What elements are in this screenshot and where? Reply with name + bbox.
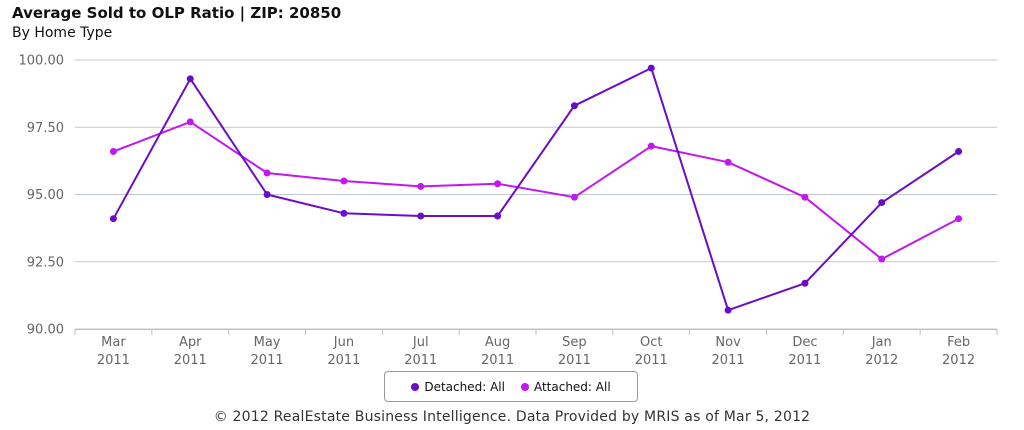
x-tick-label-month: Feb: [947, 335, 970, 350]
x-tick-label-year: 2011: [174, 353, 207, 368]
x-tick-label-month: Nov: [715, 335, 741, 350]
data-point-detached[interactable]: [878, 199, 886, 207]
x-tick-label-month: Apr: [179, 335, 202, 350]
series-line-detached: [112, 67, 960, 312]
y-tick-label: 90.00: [27, 323, 64, 338]
grid-lines: [75, 59, 997, 330]
x-tick-label-month: Dec: [792, 335, 817, 350]
data-point-attached[interactable]: [186, 118, 194, 126]
data-point-attached[interactable]: [955, 215, 963, 223]
x-tick-label-month: Jan: [871, 335, 892, 350]
x-tick-label-year: 2011: [327, 353, 360, 368]
x-tick-label-month: Jul: [412, 335, 429, 350]
copyright-footer: © 2012 RealEstate Business Intelligence.…: [213, 409, 811, 425]
legend-marker-attached: [520, 382, 529, 391]
series-line-attached: [113, 120, 960, 261]
data-point-detached[interactable]: [955, 147, 963, 155]
data-point-attached[interactable]: [417, 182, 425, 190]
data-point-detached[interactable]: [570, 102, 578, 110]
y-tick-label: 97.50: [27, 121, 64, 136]
data-point-attached[interactable]: [570, 193, 578, 201]
legend-item-detached[interactable]: Detached: All: [411, 380, 505, 394]
x-tick-label-year: 2011: [404, 353, 437, 368]
data-point-attached[interactable]: [724, 158, 732, 166]
legend-label-detached: Detached: All: [424, 379, 505, 394]
data-point-detached[interactable]: [494, 212, 502, 220]
x-tick-label-month: Aug: [485, 335, 510, 350]
x-tick-label-year: 2011: [251, 353, 284, 368]
y-tick-label: 92.50: [27, 255, 64, 270]
x-tick-label-month: Sep: [562, 335, 587, 350]
data-point-attached[interactable]: [109, 147, 117, 155]
chart-title: Average Sold to OLP Ratio | ZIP: 20850: [12, 4, 342, 22]
x-tick-label-month: Oct: [640, 335, 662, 350]
data-point-attached[interactable]: [647, 142, 655, 150]
x-tick-label-year: 2011: [712, 353, 745, 368]
data-point-detached[interactable]: [417, 212, 425, 220]
x-tick-label-year: 2011: [97, 353, 130, 368]
x-axis-ticks: Mar 2011 Apr 2011 May 2011 Jun 2011 Jul 2011 Aug 20…: [97, 335, 975, 368]
data-point-detached[interactable]: [186, 75, 194, 83]
data-point-detached[interactable]: [109, 215, 117, 223]
x-tick-label-year: 2011: [635, 353, 668, 368]
data-point-attached[interactable]: [801, 193, 809, 201]
y-axis-ticks: 90.00 92.50 95.00 97.50 100.00: [19, 54, 65, 338]
x-tick-label-year: 2011: [788, 353, 821, 368]
x-tick-label-month: Mar: [101, 335, 126, 350]
data-point-attached[interactable]: [263, 169, 271, 177]
y-tick-label: 95.00: [27, 188, 64, 203]
legend-item-attached[interactable]: Attached: All: [520, 379, 611, 394]
y-tick-label: 100.00: [19, 54, 65, 69]
series-lines: [109, 64, 963, 314]
chart-subtitle: By Home Type: [12, 25, 113, 41]
data-point-detached[interactable]: [340, 209, 348, 217]
data-point-detached[interactable]: [801, 279, 809, 287]
data-point-detached[interactable]: [263, 191, 271, 198]
legend-label-attached: Attached: All: [533, 379, 611, 394]
x-tick-label-year: 2012: [865, 353, 898, 368]
data-point-detached[interactable]: [724, 306, 732, 314]
data-point-attached[interactable]: [878, 255, 886, 263]
legend: Detached: All Attached: All: [384, 371, 638, 402]
data-point-attached[interactable]: [340, 177, 348, 185]
axes: [74, 329, 998, 335]
x-tick-label-month: May: [254, 335, 281, 350]
legend-marker-detached: [411, 382, 420, 391]
data-point-attached[interactable]: [494, 180, 502, 188]
data-point-detached[interactable]: [647, 64, 655, 72]
x-tick-label-year: 2012: [942, 353, 975, 368]
x-tick-label-year: 2011: [481, 353, 514, 368]
x-tick-label-month: Jun: [333, 335, 354, 350]
x-tick-label-year: 2011: [558, 353, 591, 368]
